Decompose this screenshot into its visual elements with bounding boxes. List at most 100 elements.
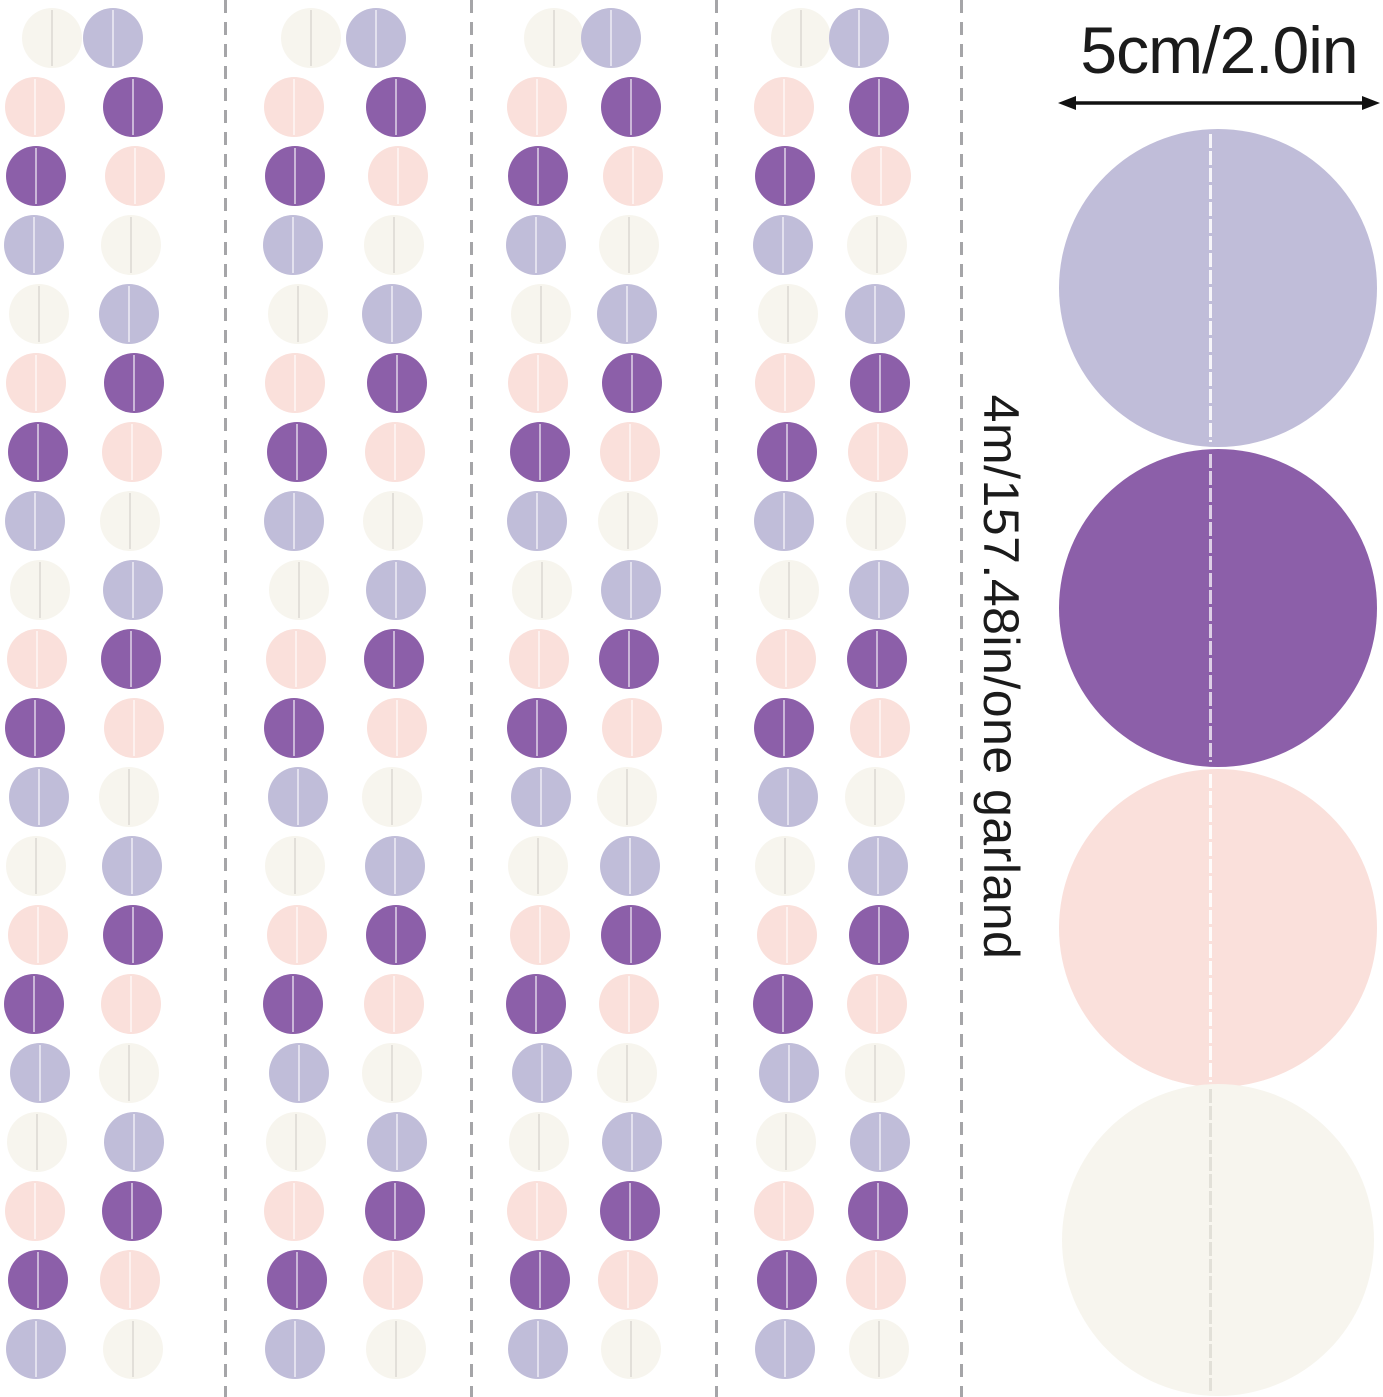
stitch-line [391,1044,393,1102]
garland-circle-lavender [4,215,64,275]
garland-circle-cream [363,491,423,551]
garland-circle-cream [512,560,572,620]
garland-circle-lavender [362,284,422,344]
garland-circle-pink [7,629,67,689]
stitch-line [787,285,789,343]
garland-circle-pink [368,146,428,206]
stitch-line [536,699,538,757]
stitch-line [858,9,860,67]
garland-circle-pink [846,1250,906,1310]
stitch-line [537,354,539,412]
garland-circle-cream [269,560,329,620]
stitch-line [537,147,539,205]
garland-circle-lavender [754,491,814,551]
stitch-line [33,216,35,274]
stitch-line [629,423,631,481]
stitch-line [628,216,630,274]
garland-circle-purple [264,698,324,758]
stitch-line [627,1251,629,1309]
garland-circle-purple [510,1250,570,1310]
garland-circle-lavender [511,767,571,827]
stitch-line [131,1182,133,1240]
stitch-line [784,354,786,412]
garland-circle-pink [602,698,662,758]
stitch-line [628,630,630,688]
stitch-line [112,9,114,67]
garland-circle-lavender [102,836,162,896]
garland-length-label: 4m/157.48in/one garland [973,394,1029,960]
stitch-line [878,78,880,136]
garland-circle-purple [755,146,815,206]
garland-circle-purple [601,905,661,965]
stitch-line [297,768,299,826]
stitch-line [395,561,397,619]
stitch-line [396,1113,398,1171]
stitch-line [631,354,633,412]
garland-circle-purple [101,629,161,689]
stitch-line [630,906,632,964]
stitch-line [878,1320,880,1378]
garland-circle-lavender [99,284,159,344]
stitch-line [535,975,537,1033]
garland-circle-cream [9,284,69,344]
stitch-line [879,1113,881,1171]
garland-circle-pink [6,353,66,413]
garland-circle-lavender [758,767,818,827]
garland-circle-cream [845,1043,905,1103]
stitch-line [877,1182,879,1240]
stitch-line [129,1251,131,1309]
stitch-line [878,906,880,964]
garland-circle-cream [597,1043,657,1103]
garland-circle-cream [509,1112,569,1172]
stitch-line [35,837,37,895]
garland-circle-lavender [6,1319,66,1379]
stitch-line [539,906,541,964]
swatch-circle-cream [1062,1084,1374,1396]
stitch-line [132,906,134,964]
stitch-line [294,1320,296,1378]
garland-circle-lavender [365,836,425,896]
stitch-line [783,1182,785,1240]
garland-circle-lavender [104,1112,164,1172]
stitch-line [876,630,878,688]
garland-circle-lavender [849,560,909,620]
garland-circle-lavender [269,1043,329,1103]
stitch-line [784,837,786,895]
stitch-line [877,837,879,895]
garland-circle-pink [600,422,660,482]
garland-circle-pink [364,974,424,1034]
stitch-line [296,423,298,481]
stitch-line [630,561,632,619]
garland-circle-pink [365,422,425,482]
garland-circle-cream [511,284,571,344]
stitch-line [295,630,297,688]
stitch-line [541,561,543,619]
swatch-circle-purple [1059,449,1377,767]
garland-circle-lavender [5,491,65,551]
garland-circle-pink [367,698,427,758]
stitch-line [785,1113,787,1171]
stitch-line [293,1182,295,1240]
garland-circle-purple [848,1181,908,1241]
stitch-line [294,354,296,412]
stitch-line [36,630,38,688]
swatch-circle-pink [1059,769,1377,1087]
stitch-line [395,78,397,136]
cut-line [714,0,718,1397]
stitch-line [610,9,612,67]
garland-circle-lavender [83,8,143,68]
stitch-line [39,561,41,619]
stitch-line [631,699,633,757]
stitch-line [37,423,39,481]
stitch-line [539,1251,541,1309]
stitch-line [34,1182,36,1240]
garland-circle-cream [756,1112,816,1172]
garland-circle-cream [265,836,325,896]
garland-circle-lavender [829,8,889,68]
garland-circle-lavender [265,1319,325,1379]
stitch-line [397,147,399,205]
garland-circle-lavender [848,836,908,896]
stitch-line [540,768,542,826]
stitch-line [34,699,36,757]
stitch-line [539,423,541,481]
